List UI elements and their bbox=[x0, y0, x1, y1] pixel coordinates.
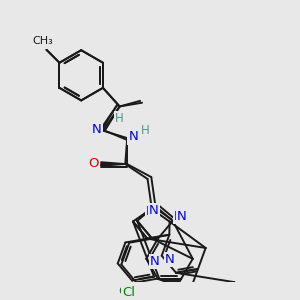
Text: N: N bbox=[146, 205, 155, 218]
Text: H: H bbox=[115, 113, 124, 126]
Text: Cl: Cl bbox=[118, 285, 131, 298]
Text: H: H bbox=[115, 112, 124, 125]
Text: CH₃: CH₃ bbox=[32, 36, 53, 46]
Text: H: H bbox=[141, 124, 150, 137]
Text: N: N bbox=[150, 255, 160, 268]
Text: O: O bbox=[88, 155, 99, 168]
Text: N: N bbox=[92, 123, 101, 136]
Text: Cl: Cl bbox=[122, 286, 135, 299]
Text: N: N bbox=[149, 204, 159, 217]
Text: N: N bbox=[92, 122, 102, 135]
Text: N: N bbox=[174, 210, 184, 224]
Text: O: O bbox=[88, 157, 99, 170]
Text: N: N bbox=[165, 253, 175, 266]
Text: N: N bbox=[128, 130, 138, 144]
Text: N: N bbox=[177, 210, 187, 223]
Text: CH₃: CH₃ bbox=[34, 38, 55, 48]
Text: N: N bbox=[129, 130, 139, 143]
